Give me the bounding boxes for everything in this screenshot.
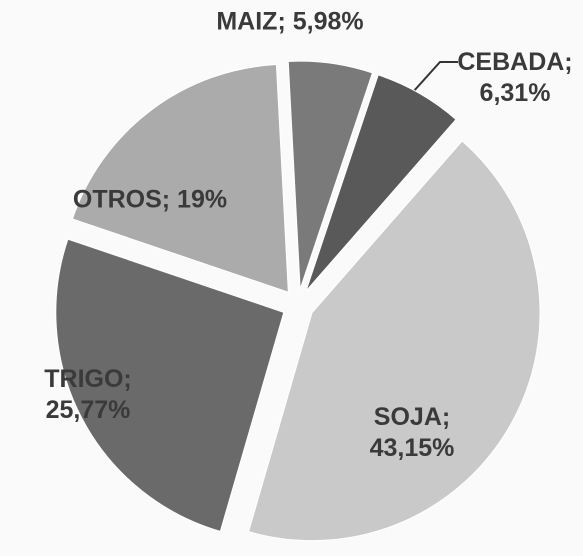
pie-slice: [55, 238, 285, 533]
pie-slice: [247, 140, 541, 542]
pie-slice: [71, 64, 289, 293]
data-label: CEBADA; 6,31%: [457, 47, 573, 107]
data-label: SOJA; 43,15%: [369, 402, 455, 462]
data-label: TRIGO; 25,77%: [44, 364, 132, 424]
pie-slice: [287, 60, 374, 290]
data-label: OTROS; 19%: [72, 185, 228, 214]
pie-slice: [305, 74, 457, 292]
data-label: MAIZ; 5,98%: [216, 7, 364, 36]
